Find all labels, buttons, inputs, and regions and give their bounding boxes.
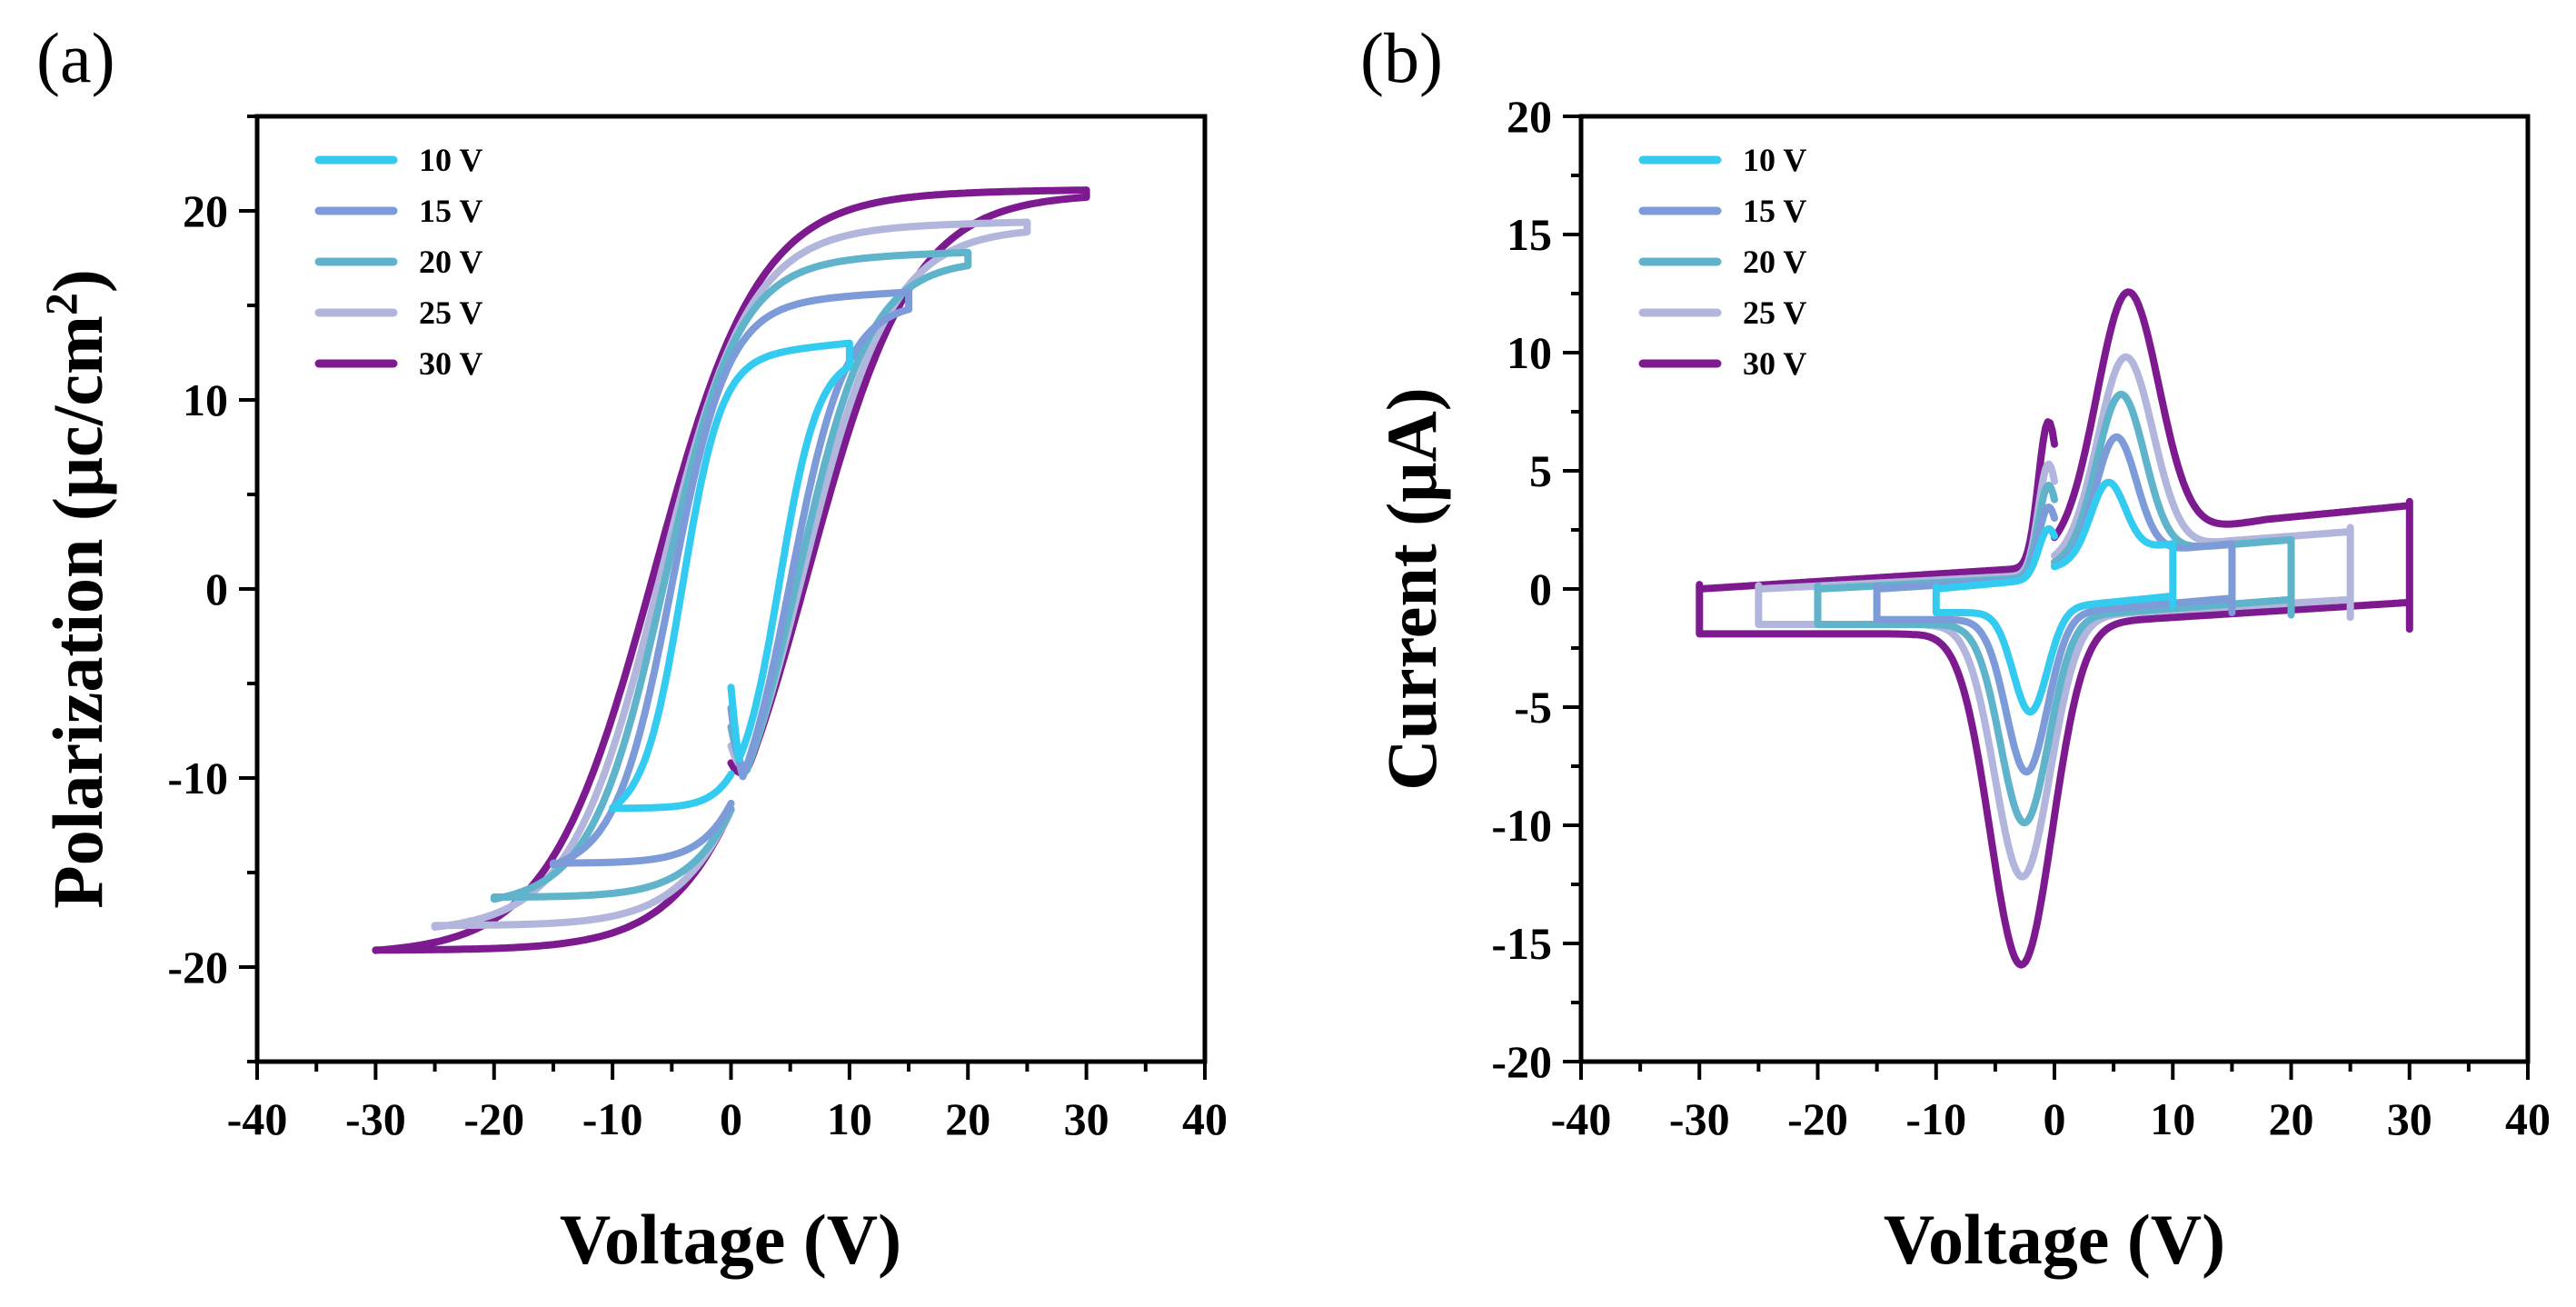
x-tick-label: 10 (2150, 1093, 2195, 1144)
panel-a-y-axis-title-close: ) (38, 269, 117, 293)
panel-a-series-20v (490, 248, 972, 903)
legend-label-25v: 25 V (419, 294, 482, 331)
panel-a-series-10v (609, 339, 853, 813)
panel-b-legend: 10 V 15 V 20 V 25 V 30 V (1638, 142, 1806, 382)
panel-b-series-30v (1696, 288, 2413, 969)
y-tick-label: 0 (1529, 564, 1552, 614)
legend-label-20v: 20 V (1743, 244, 1806, 280)
x-tick-label: -20 (463, 1093, 524, 1144)
y-tick-label: -20 (1491, 1036, 1552, 1087)
legend-label-15v: 15 V (1743, 193, 1806, 229)
y-tick-label: 15 (1507, 209, 1552, 260)
panel-a-y-axis-title-main: Polarization (μc/cm (38, 315, 117, 909)
y-tick-label: -10 (1491, 800, 1552, 851)
y-tick-label: 5 (1529, 445, 1552, 496)
x-tick-label: 10 (827, 1093, 872, 1144)
x-tick-label: -40 (227, 1093, 288, 1144)
panel-a-curves (372, 186, 1090, 954)
x-tick-label: 0 (2044, 1093, 2066, 1144)
panel-a-legend: 10 V 15 V 20 V 25 V 30 V (314, 142, 482, 382)
panel-b-ticks: -40 -30 -20 -10 0 10 20 30 40 -20 -15 -10 -5 0 5 10 15 20 (1491, 91, 2551, 1144)
y-tick-label: -20 (167, 942, 228, 993)
x-tick-label: 40 (1182, 1093, 1228, 1144)
panel-b-curves (1696, 288, 2413, 969)
y-tick-label: 20 (183, 185, 228, 236)
x-tick-label: -30 (345, 1093, 406, 1144)
panel-a-label: (a) (36, 18, 115, 97)
x-tick-label: 40 (2505, 1093, 2551, 1144)
legend-label-30v: 30 V (419, 345, 482, 382)
y-tick-label: -5 (1514, 682, 1552, 733)
y-tick-label: 10 (1507, 327, 1552, 378)
x-tick-label: 20 (2269, 1093, 2314, 1144)
x-tick-label: 0 (720, 1093, 742, 1144)
legend-label-25v: 25 V (1743, 294, 1806, 331)
panel-b-series-10v (1932, 478, 2177, 716)
y-tick-label: -10 (167, 753, 228, 803)
y-tick-label: -15 (1491, 918, 1552, 969)
x-tick-label: -30 (1669, 1093, 1730, 1144)
x-tick-label: -10 (582, 1093, 643, 1144)
x-tick-label: -40 (1551, 1093, 1612, 1144)
panel-a-plot-frame (254, 114, 1208, 1064)
panel-a-polarization-chart: (a) -40 -30 -20 -10 0 10 20 30 40 -20 -10 0 10 20 10 … (35, 18, 1228, 1279)
x-tick-label: 20 (945, 1093, 990, 1144)
panel-b-label: (b) (1360, 18, 1443, 97)
x-tick-label: 30 (2387, 1093, 2432, 1144)
y-tick-label: 10 (183, 374, 228, 425)
x-tick-label: -10 (1905, 1093, 1966, 1144)
panel-a-y-axis-title-superscript: 2 (35, 293, 86, 315)
panel-b-current-chart: (b) -40 -30 -20 -10 0 10 20 30 40 -20 -15 -10 -5 0 5 10… (1360, 18, 2551, 1279)
y-tick-label: 20 (1507, 91, 1552, 142)
y-tick-label: 0 (205, 564, 228, 614)
panel-b-x-axis-title: Voltage (V) (1884, 1200, 2225, 1279)
x-tick-label: -20 (1787, 1093, 1848, 1144)
legend-label-10v: 10 V (1743, 142, 1806, 178)
legend-label-20v: 20 V (419, 244, 482, 280)
panel-b-y-axis-title: Current (μA) (1372, 387, 1451, 791)
legend-label-30v: 30 V (1743, 345, 1806, 382)
panel-a-ticks: -40 -30 -20 -10 0 10 20 30 40 -20 -10 0 10 20 (167, 115, 1228, 1144)
legend-label-10v: 10 V (419, 142, 482, 178)
x-tick-label: 30 (1064, 1093, 1109, 1144)
panel-a-y-axis-title: Polarization (μc/cm2) (35, 269, 117, 909)
panel-a-x-axis-title: Voltage (V) (560, 1200, 901, 1279)
legend-label-15v: 15 V (419, 193, 482, 229)
